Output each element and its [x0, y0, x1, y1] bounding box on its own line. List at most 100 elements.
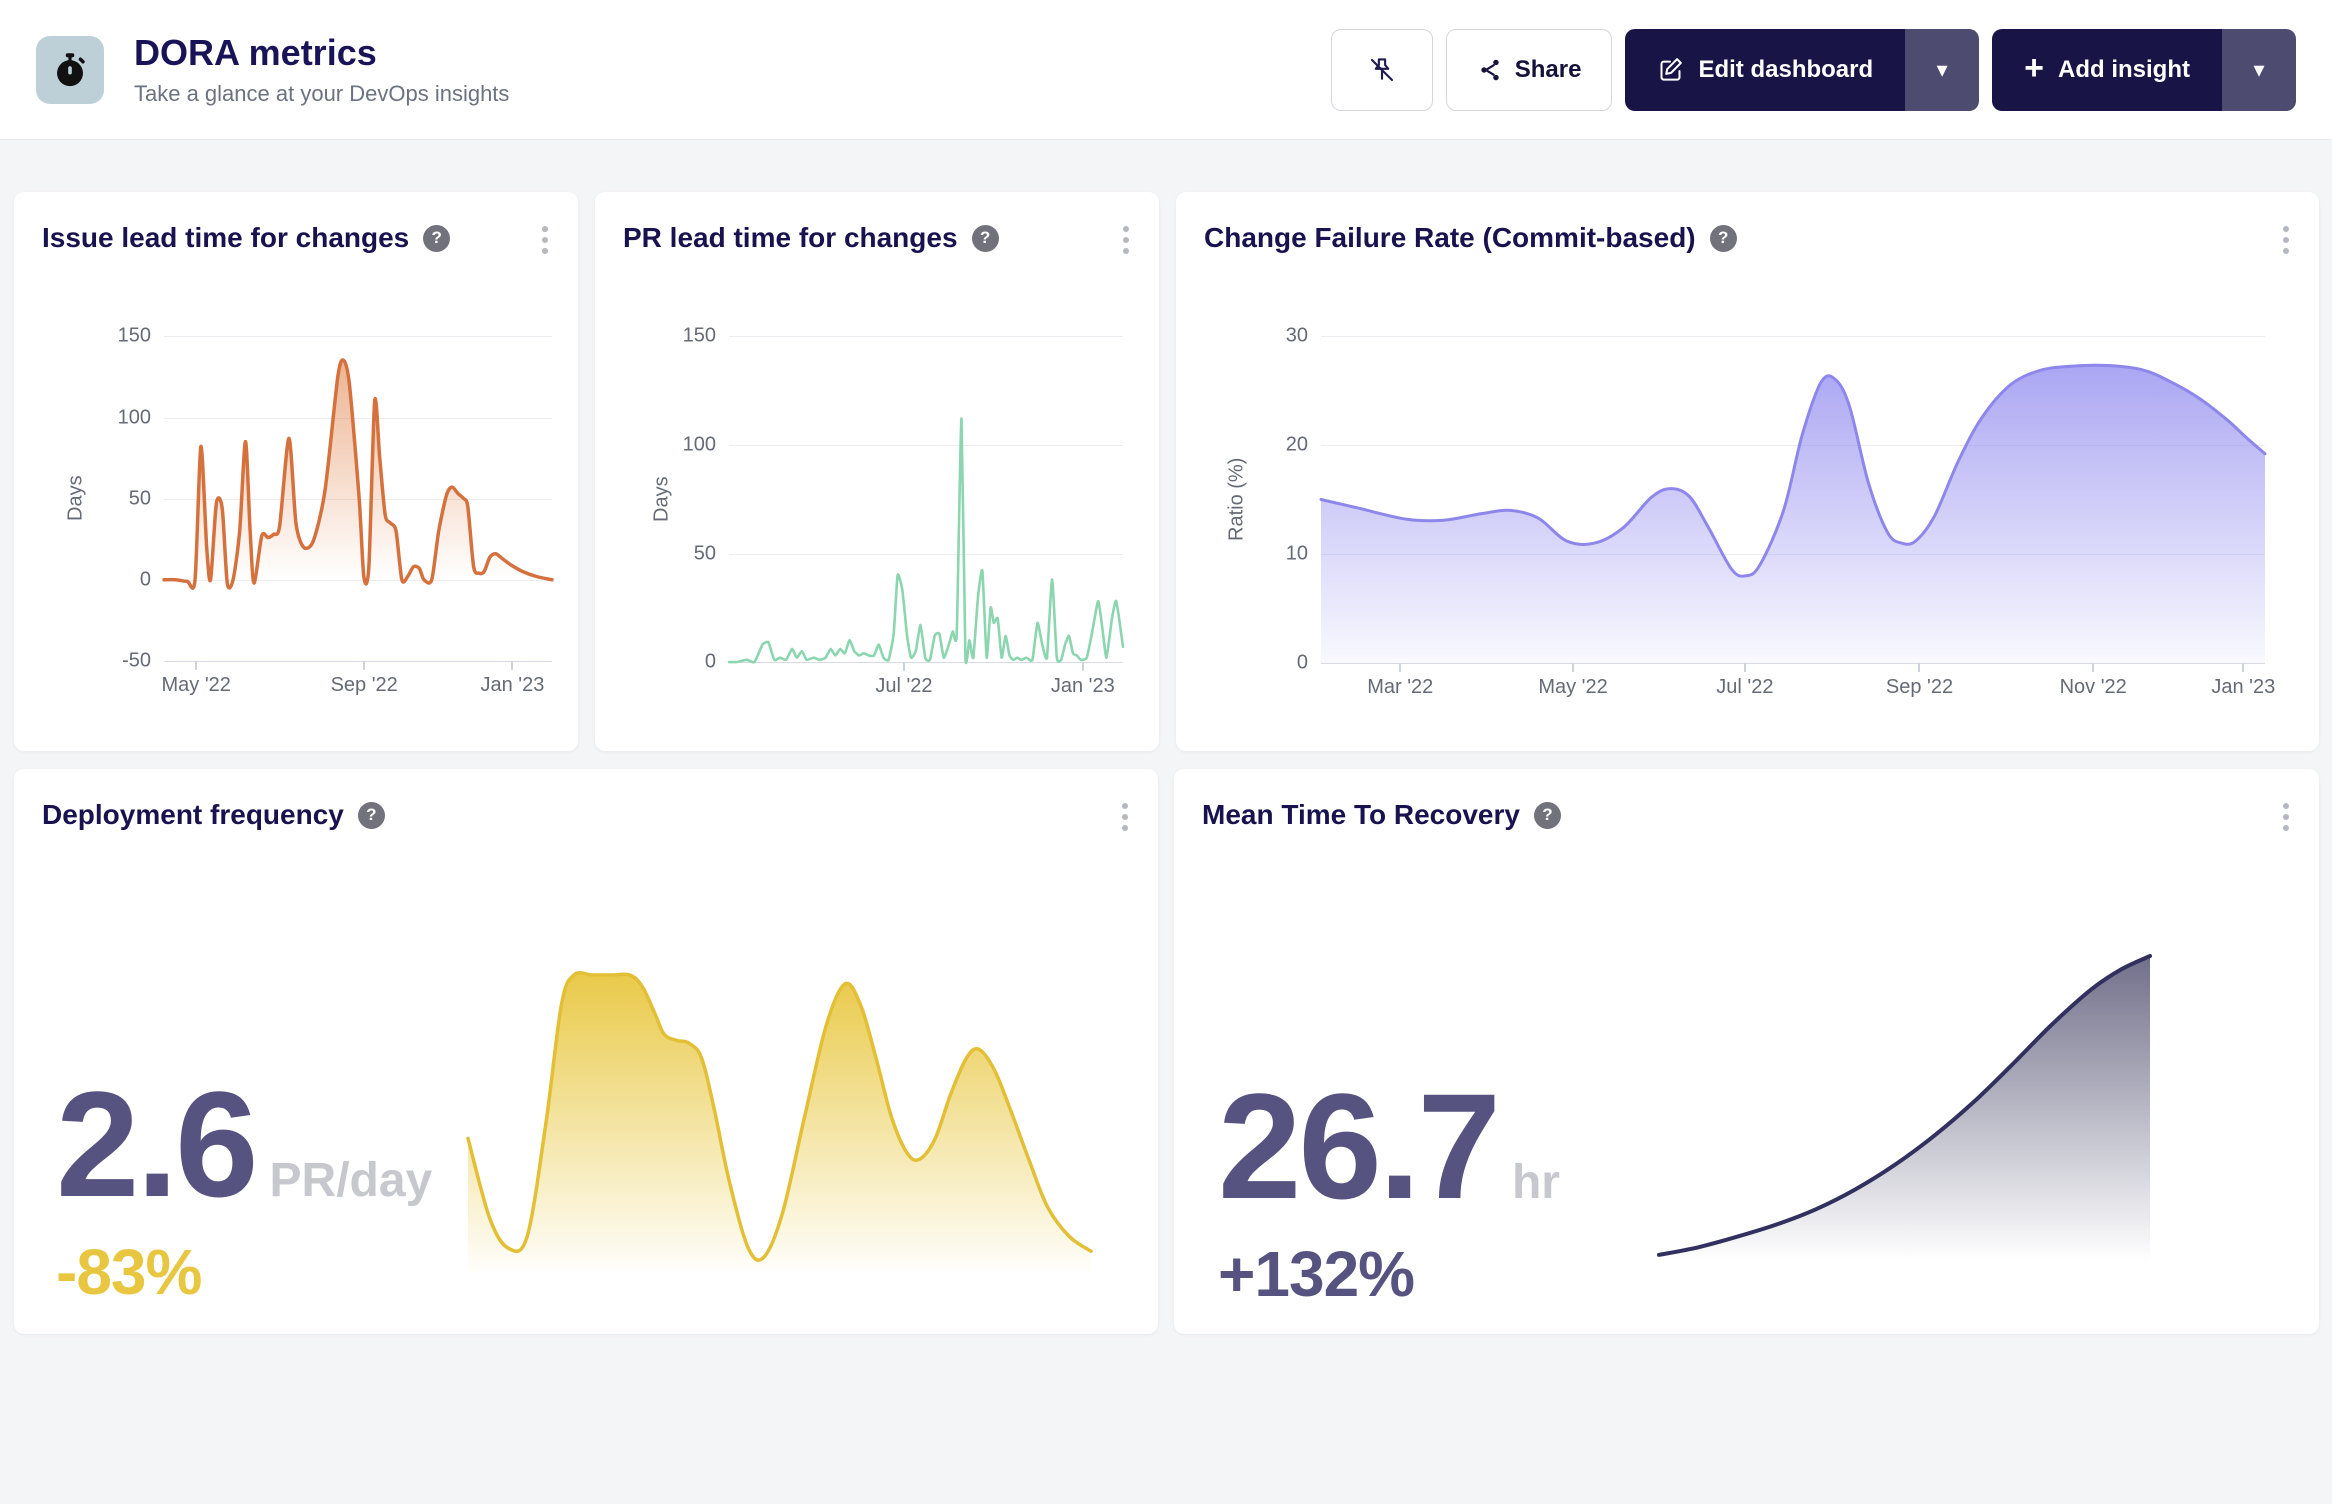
y-tick-label: 0	[139, 568, 151, 591]
y-tick-label: 0	[704, 650, 716, 673]
x-tick-mark	[1918, 663, 1921, 673]
deployment-frequency-series	[466, 971, 1093, 1272]
x-tick-mark	[195, 661, 198, 671]
y-tick-label: 50	[128, 487, 151, 510]
y-axis-label: Days	[650, 476, 673, 523]
mean-time-to-recovery-series	[1657, 954, 2152, 1261]
unpin-button[interactable]	[1330, 28, 1433, 111]
x-tick-mark	[363, 661, 366, 671]
help-icon[interactable]: ?	[1709, 224, 1737, 252]
kebab-menu-button[interactable]	[2279, 799, 2293, 835]
gridline	[1321, 445, 2265, 447]
x-tick-label: Jan '23	[480, 674, 545, 697]
x-tick-mark	[2092, 663, 2095, 673]
y-axis-label: Days	[64, 476, 87, 522]
gridline	[1321, 336, 2265, 338]
card-mean-time-to-recovery: Mean Time To Recovery ? 26.7 hr +132%	[1174, 769, 2319, 1334]
help-icon[interactable]: ?	[357, 801, 385, 829]
plus-icon: +	[2024, 48, 2045, 87]
gridline	[729, 553, 1123, 555]
edit-dashboard-caret-button[interactable]: ▾	[1905, 28, 1980, 111]
page-header: DORA metrics Take a glance at your DevOp…	[0, 0, 2332, 140]
x-tick-mark	[1399, 663, 1402, 673]
help-icon[interactable]: ?	[423, 224, 451, 252]
x-tick-label: Jul '22	[1716, 676, 1774, 699]
gridline	[729, 336, 1123, 338]
x-tick-mark	[1572, 663, 1575, 673]
stat-delta: -83%	[56, 1236, 202, 1308]
issue-lead-time-chart: 150 100 50 0 -50 May '22 Sep '22 Jan '23 Days	[65, 325, 554, 696]
gridline	[729, 445, 1123, 447]
deployment-frequency-stat: 2.6 PR/day -83%	[56, 1069, 432, 1309]
y-tick-label: 0	[1296, 651, 1308, 674]
gridline	[164, 417, 552, 419]
x-tick-label: Jan '23	[2211, 676, 2276, 699]
x-tick-mark	[1081, 662, 1084, 672]
x-tick-mark	[902, 662, 905, 672]
dashboard-content: Issue lead time for changes ? 150 100 50 0 -…	[0, 192, 2332, 1334]
deployment-frequency-sparkline	[466, 971, 1093, 1272]
x-tick-mark	[1743, 663, 1746, 673]
kebab-menu-button[interactable]	[1118, 799, 1132, 835]
card-deployment-frequency: Deployment frequency ? 2.6 PR/day -83%	[14, 769, 1158, 1334]
help-icon[interactable]: ?	[971, 224, 999, 252]
pr-lead-time-series	[727, 417, 1125, 665]
y-tick-label: 100	[682, 433, 716, 456]
y-tick-label: 50	[693, 542, 716, 565]
y-tick-label: -50	[122, 649, 151, 672]
y-tick-label: 20	[1285, 433, 1308, 456]
gridline	[164, 580, 552, 582]
page-subtitle: Take a glance at your DevOps insights	[134, 81, 510, 107]
add-insight-label: Add insight	[2058, 55, 2190, 83]
share-button[interactable]: Share	[1445, 28, 1613, 111]
card-title: Change Failure Rate (Commit-based)	[1204, 222, 1696, 253]
gridline	[164, 661, 552, 663]
x-tick-label: May '22	[1538, 676, 1608, 699]
x-tick-label: Jul '22	[875, 675, 933, 698]
page-title: DORA metrics	[134, 31, 377, 73]
title-block: DORA metrics Take a glance at your DevOp…	[134, 32, 509, 107]
x-tick-label: Sep '22	[330, 674, 398, 697]
x-tick-label: Mar '22	[1367, 676, 1434, 699]
kebab-menu-button[interactable]	[1119, 222, 1133, 258]
kebab-menu-button[interactable]	[538, 222, 552, 258]
edit-dashboard-label: Edit dashboard	[1698, 55, 1874, 83]
stat-value: 2.6	[56, 1060, 259, 1228]
card-change-failure-rate: Change Failure Rate (Commit-based) ? 30 2…	[1176, 192, 2319, 751]
card-pr-lead-time: PR lead time for changes ? 150 100 50 0 Jul …	[595, 192, 1159, 751]
caret-down-icon: ▾	[1936, 56, 1948, 82]
add-insight-split-button: + Add insight ▾	[1992, 28, 2296, 111]
pr-lead-time-chart: 150 100 50 0 Jul '22 Jan '23 Days	[651, 325, 1125, 697]
add-insight-button[interactable]: + Add insight	[1992, 28, 2222, 111]
caret-down-icon: ▾	[2253, 56, 2265, 82]
x-tick-label: Jan '23	[1050, 675, 1115, 698]
y-axis-label: Ratio (%)	[1225, 458, 1248, 542]
x-tick-mark	[511, 661, 514, 671]
stopwatch-icon	[57, 52, 85, 86]
add-insight-caret-button[interactable]: ▾	[2222, 28, 2296, 111]
change-failure-rate-chart: 30 20 10 0 Mar '22 May '22 Jul '22 Sep '22 Nov '…	[1226, 325, 2276, 699]
dashboard-icon	[36, 35, 104, 104]
y-tick-label: 100	[117, 406, 151, 429]
edit-dashboard-button[interactable]: Edit dashboard	[1625, 28, 1906, 111]
stat-unit: PR/day	[269, 1154, 433, 1207]
card-title: PR lead time for changes	[623, 222, 958, 253]
mean-time-to-recovery-stat: 26.7 hr +132%	[1218, 1071, 1560, 1311]
stat-value: 26.7	[1218, 1062, 1501, 1230]
card-title: Issue lead time for changes	[42, 222, 410, 253]
share-button-label: Share	[1514, 55, 1582, 83]
x-tick-mark	[2242, 663, 2245, 673]
x-tick-label: Nov '22	[2059, 676, 2127, 699]
help-icon[interactable]: ?	[1533, 801, 1561, 829]
gridline	[729, 662, 1123, 664]
change-failure-rate-series	[1319, 364, 2267, 664]
x-tick-label: May '22	[161, 674, 231, 697]
stat-unit: hr	[1511, 1156, 1560, 1209]
y-tick-label: 150	[117, 324, 151, 347]
kebab-menu-button[interactable]	[2279, 222, 2293, 258]
gridline	[1321, 663, 2265, 665]
header-actions: Share Edit dashboard ▾ + Add insight ▾	[1330, 28, 2296, 111]
card-title: Mean Time To Recovery	[1202, 799, 1520, 830]
edit-icon	[1660, 58, 1683, 81]
issue-lead-time-series	[162, 358, 554, 591]
